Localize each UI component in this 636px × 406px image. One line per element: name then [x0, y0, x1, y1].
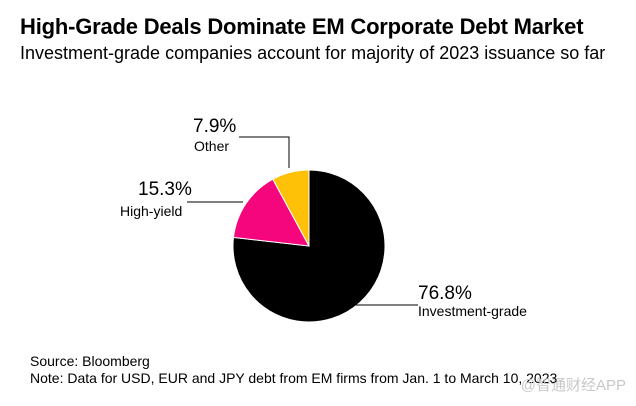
chart-title: High-Grade Deals Dominate EM Corporate D… — [20, 14, 584, 39]
leader-line — [239, 136, 290, 168]
slice-percent-label: 76.8% — [418, 283, 472, 304]
pie-slice-other — [272, 169, 310, 247]
pie-slice-high-yield — [232, 178, 310, 247]
watermark: @智通财经APP — [520, 377, 626, 394]
slice-percent-label: 15.3% — [138, 179, 192, 200]
chart-subtitle: Investment-grade companies account for m… — [20, 43, 606, 63]
data-note: Note: Data for USD, EUR and JPY debt fro… — [30, 370, 558, 386]
slice-percent-label: 7.9% — [193, 116, 236, 137]
slice-name-label: Investment-grade — [418, 303, 527, 319]
source-note: Source: Bloomberg — [30, 353, 150, 369]
slice-name-label: High-yield — [120, 203, 182, 219]
pie-slice-investment-grade — [232, 169, 386, 323]
slice-name-label: Other — [194, 138, 229, 154]
